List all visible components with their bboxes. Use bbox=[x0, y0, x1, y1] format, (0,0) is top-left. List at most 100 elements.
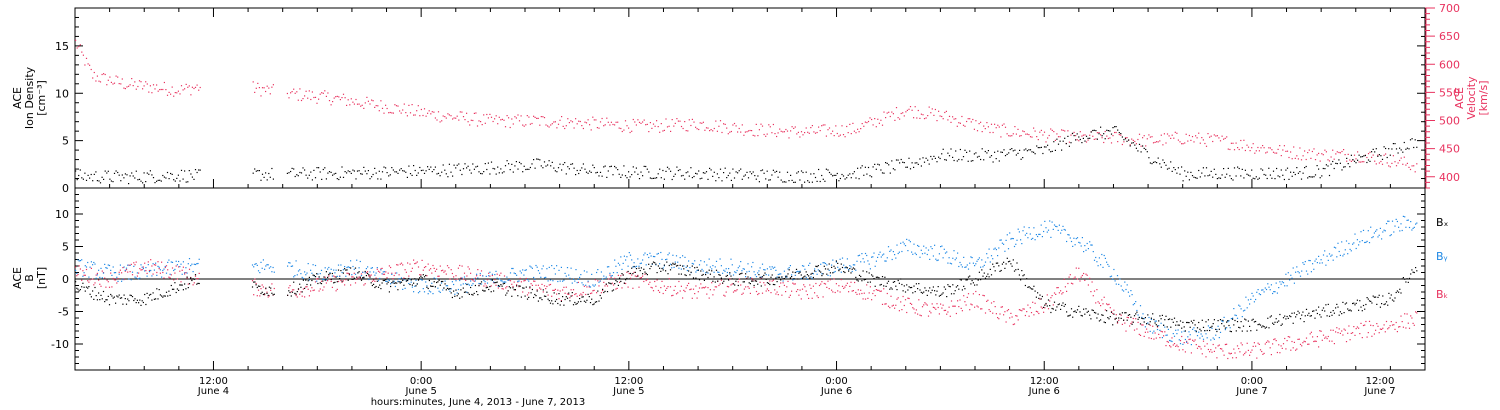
data-point-density bbox=[1321, 175, 1323, 177]
data-point-bz bbox=[501, 288, 503, 290]
data-point-by bbox=[420, 278, 422, 280]
data-point-bx bbox=[1391, 299, 1394, 301]
data-point-by bbox=[1165, 334, 1167, 336]
data-point-bz bbox=[535, 284, 537, 286]
data-point-bz bbox=[1131, 321, 1133, 323]
data-point-bx bbox=[360, 279, 363, 281]
data-point-bx bbox=[404, 278, 406, 280]
data-point-bx bbox=[989, 268, 991, 270]
data-point-bx bbox=[1052, 308, 1054, 310]
data-point-velocity bbox=[712, 130, 714, 132]
data-point-bz bbox=[551, 295, 553, 297]
data-point-by bbox=[861, 253, 863, 255]
data-point-density bbox=[701, 177, 703, 179]
data-point-by bbox=[597, 269, 599, 271]
data-point-by bbox=[667, 254, 669, 256]
data-point-bz bbox=[530, 283, 532, 285]
data-point-by bbox=[602, 278, 604, 280]
data-point-bz bbox=[268, 295, 270, 297]
data-point-by bbox=[490, 279, 492, 281]
data-point-by bbox=[557, 280, 559, 283]
data-point-by bbox=[75, 269, 77, 271]
data-point-velocity bbox=[1163, 133, 1165, 135]
data-point-density bbox=[1385, 147, 1387, 150]
data-point-by bbox=[1336, 256, 1338, 258]
data-point-by bbox=[918, 245, 920, 247]
data-point-velocity bbox=[452, 118, 454, 120]
data-point-by bbox=[1135, 301, 1137, 303]
data-point-velocity bbox=[964, 125, 966, 127]
data-point-velocity bbox=[1166, 133, 1169, 135]
data-point-velocity bbox=[1107, 137, 1109, 140]
data-point-velocity bbox=[631, 130, 633, 132]
data-point-by bbox=[1273, 291, 1275, 293]
data-point-by bbox=[341, 271, 343, 274]
data-point-by bbox=[840, 271, 842, 273]
data-point-bx bbox=[1012, 259, 1014, 261]
data-point-density bbox=[666, 166, 669, 168]
data-point-by bbox=[1337, 242, 1339, 244]
data-point-by bbox=[1376, 229, 1378, 231]
data-point-bz bbox=[616, 287, 618, 289]
data-point-velocity bbox=[162, 88, 164, 91]
data-point-bz bbox=[1090, 291, 1092, 293]
data-point-velocity bbox=[1285, 150, 1287, 152]
data-point-density bbox=[660, 177, 662, 179]
data-point-velocity bbox=[363, 107, 365, 109]
data-point-bx bbox=[1106, 310, 1108, 312]
data-point-by bbox=[558, 269, 560, 271]
data-point-density bbox=[855, 177, 857, 179]
data-point-bx bbox=[967, 276, 970, 278]
data-point-by bbox=[1131, 294, 1133, 296]
data-point-bz bbox=[884, 303, 886, 305]
data-point-density bbox=[1247, 174, 1250, 176]
data-point-velocity bbox=[573, 127, 575, 129]
data-point-by bbox=[657, 252, 659, 255]
data-point-velocity bbox=[547, 125, 549, 127]
data-point-velocity bbox=[796, 133, 798, 135]
data-point-by bbox=[110, 269, 112, 271]
data-point-by bbox=[648, 256, 650, 259]
data-point-bx bbox=[942, 292, 944, 294]
data-point-velocity bbox=[428, 110, 430, 112]
data-point-density bbox=[673, 175, 675, 177]
data-point-velocity bbox=[556, 127, 558, 129]
data-point-velocity bbox=[1283, 145, 1285, 147]
data-point-bz bbox=[1408, 327, 1411, 329]
data-point-bx bbox=[1118, 317, 1120, 319]
data-point-velocity bbox=[1184, 142, 1186, 144]
data-point-bx bbox=[337, 269, 340, 271]
data-point-by bbox=[287, 265, 289, 267]
data-point-bz bbox=[467, 266, 469, 268]
data-point-by bbox=[694, 260, 696, 262]
data-point-bx bbox=[1388, 292, 1390, 294]
data-point-bx bbox=[930, 292, 932, 294]
data-point-bx bbox=[1148, 323, 1150, 325]
data-point-density bbox=[547, 164, 549, 166]
data-point-velocity bbox=[1056, 133, 1058, 135]
data-point-velocity bbox=[1336, 151, 1338, 153]
data-point-density bbox=[1011, 148, 1013, 150]
data-point-bx bbox=[409, 283, 411, 286]
data-point-bx bbox=[644, 271, 646, 273]
data-point-by bbox=[970, 256, 972, 258]
data-point-by bbox=[531, 267, 533, 269]
data-point-by bbox=[167, 261, 169, 263]
data-point-velocity bbox=[1302, 155, 1304, 157]
data-point-by bbox=[915, 253, 917, 256]
data-point-by bbox=[164, 265, 166, 268]
data-point-density bbox=[85, 179, 88, 181]
data-point-bz bbox=[718, 284, 720, 287]
data-point-by bbox=[646, 254, 648, 256]
data-point-bz bbox=[531, 284, 533, 286]
data-point-bz bbox=[1178, 349, 1180, 351]
data-point-density bbox=[113, 172, 116, 174]
data-point-by bbox=[878, 253, 880, 256]
data-point-bz bbox=[1003, 314, 1005, 316]
data-point-by bbox=[616, 272, 618, 274]
data-point-density bbox=[1154, 161, 1156, 163]
data-point-velocity bbox=[383, 112, 385, 114]
data-point-bx bbox=[839, 268, 841, 270]
data-point-bx bbox=[1359, 300, 1361, 302]
data-point-bx bbox=[174, 282, 176, 284]
